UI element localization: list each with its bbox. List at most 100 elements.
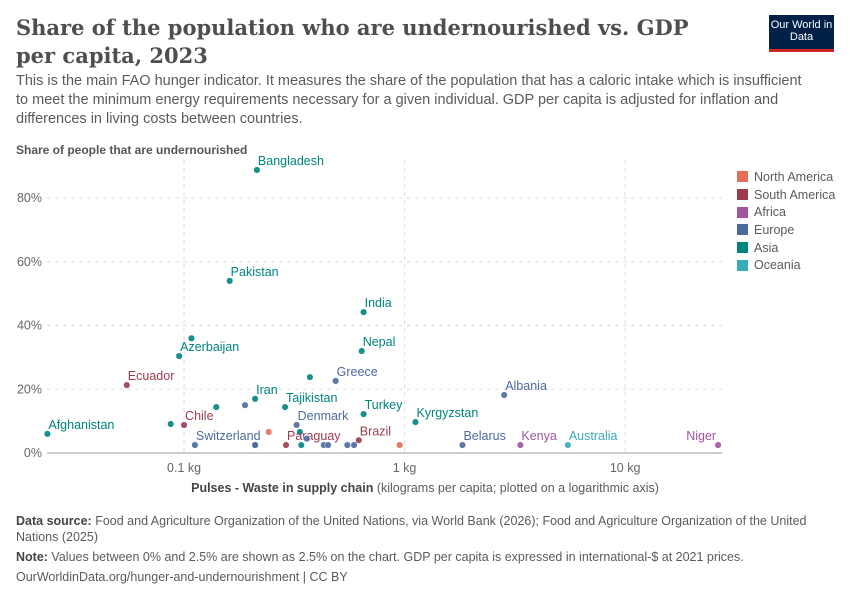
y-tick-label: 60%	[17, 255, 42, 269]
legend-label: South America	[754, 187, 836, 202]
x-tick-label: 10 kg	[610, 461, 641, 475]
point-label: Kenya	[521, 429, 556, 443]
data-point	[265, 428, 273, 436]
y-tick-label: 80%	[17, 191, 42, 205]
y-axis-label: Share of people that are undernourished	[16, 143, 248, 157]
data-point	[180, 421, 188, 429]
legend-label: Europe	[754, 222, 795, 237]
point-label: Nepal	[363, 335, 396, 349]
legend-item[interactable]: Africa	[737, 203, 835, 221]
data-point	[251, 395, 259, 403]
legend-swatch	[737, 189, 748, 201]
data-point	[293, 421, 301, 429]
point-label: Chile	[185, 409, 214, 423]
point-label: Iran	[256, 383, 278, 397]
point-label: Australia	[569, 429, 618, 443]
point-label: Denmark	[298, 409, 349, 423]
point-label: Tajikistan	[286, 391, 337, 405]
data-point	[241, 401, 249, 409]
data-point	[458, 441, 467, 449]
x-axis-label: Pulses - Waste in supply chain (kilogram…	[0, 481, 850, 495]
data-point	[358, 347, 366, 355]
point-label: Greece	[337, 365, 378, 379]
legend-label: Asia	[754, 240, 779, 255]
legend-label: Oceania	[754, 258, 801, 273]
legend: North America South America Africa Europe As…	[737, 168, 835, 274]
legend-item[interactable]: Europe	[737, 221, 835, 239]
x-axis-label-detail: (kilograms per capita; plotted on a loga…	[373, 481, 659, 495]
y-tick-label: 40%	[17, 319, 42, 333]
data-point	[167, 420, 175, 428]
data-point	[324, 441, 332, 449]
point-label: Switzerland	[196, 429, 261, 443]
point-label: India	[365, 296, 392, 310]
data-point	[355, 436, 363, 444]
legend-label: Africa	[754, 205, 786, 220]
data-point	[187, 334, 195, 342]
point-label: Kyrgyzstan	[416, 406, 478, 420]
point-label: Brazil	[360, 424, 391, 438]
note-text: Values between 0% and 2.5% are shown as …	[47, 550, 744, 564]
data-point	[516, 441, 524, 449]
data-source: Data source: Food and Agriculture Organi…	[16, 513, 816, 545]
data-point	[191, 441, 199, 449]
data-point	[714, 441, 722, 449]
data-point	[281, 403, 289, 411]
data-point	[282, 441, 290, 449]
data-point	[251, 441, 259, 449]
owid-logo[interactable]: Our World in Data	[769, 15, 834, 52]
note: Note: Values between 0% and 2.5% are sho…	[16, 549, 816, 565]
data-point	[296, 428, 304, 436]
data-point	[350, 441, 358, 449]
point-label: Ecuador	[128, 369, 175, 383]
legend-item[interactable]: South America	[737, 186, 835, 204]
source-text: Food and Agriculture Organization of the…	[16, 514, 807, 544]
x-axis-label-main: Pulses - Waste in supply chain	[191, 481, 374, 495]
point-label: Belarus	[463, 429, 505, 443]
data-point	[123, 381, 131, 389]
point-label: Pakistan	[231, 265, 279, 279]
legend-swatch	[737, 224, 748, 236]
legend-swatch	[737, 171, 748, 183]
data-point	[43, 430, 51, 438]
point-label: Albania	[505, 379, 547, 393]
legend-swatch	[737, 206, 748, 218]
x-tick-label: 1 kg	[393, 461, 417, 475]
data-point	[303, 435, 311, 443]
note-label: Note:	[16, 550, 48, 564]
legend-swatch	[737, 242, 748, 254]
legend-label: North America	[754, 169, 834, 184]
data-point	[226, 277, 234, 285]
point-label: Bangladesh	[258, 154, 324, 168]
data-point	[332, 377, 340, 385]
legend-swatch	[737, 259, 748, 271]
data-point	[411, 418, 419, 426]
credit-link[interactable]: OurWorldinData.org/hunger-and-undernouri…	[16, 570, 348, 584]
data-point	[253, 166, 261, 174]
y-tick-label: 20%	[17, 382, 42, 396]
data-point	[564, 441, 572, 449]
data-point	[212, 403, 220, 411]
source-label: Data source:	[16, 514, 92, 528]
legend-item[interactable]: Oceania	[737, 256, 835, 274]
data-point	[360, 308, 368, 316]
legend-item[interactable]: North America	[737, 168, 835, 186]
chart-title: Share of the population who are undernou…	[16, 15, 689, 68]
point-label: Afghanistan	[48, 418, 114, 432]
point-label: Niger	[686, 429, 716, 443]
point-label: Paraguay	[287, 429, 341, 443]
y-tick-label: 0%	[24, 446, 42, 460]
point-label: Turkey	[365, 398, 403, 412]
data-point	[360, 410, 368, 418]
data-point	[306, 373, 314, 381]
data-point	[396, 441, 404, 449]
data-point	[175, 352, 183, 360]
data-point	[297, 441, 305, 449]
chart-subtitle: This is the main FAO hunger indicator. I…	[16, 73, 802, 127]
data-point	[343, 441, 351, 449]
legend-item[interactable]: Asia	[737, 239, 835, 257]
data-point	[500, 391, 508, 399]
x-tick-label: 0.1 kg	[167, 461, 201, 475]
point-label: Azerbaijan	[180, 340, 239, 354]
